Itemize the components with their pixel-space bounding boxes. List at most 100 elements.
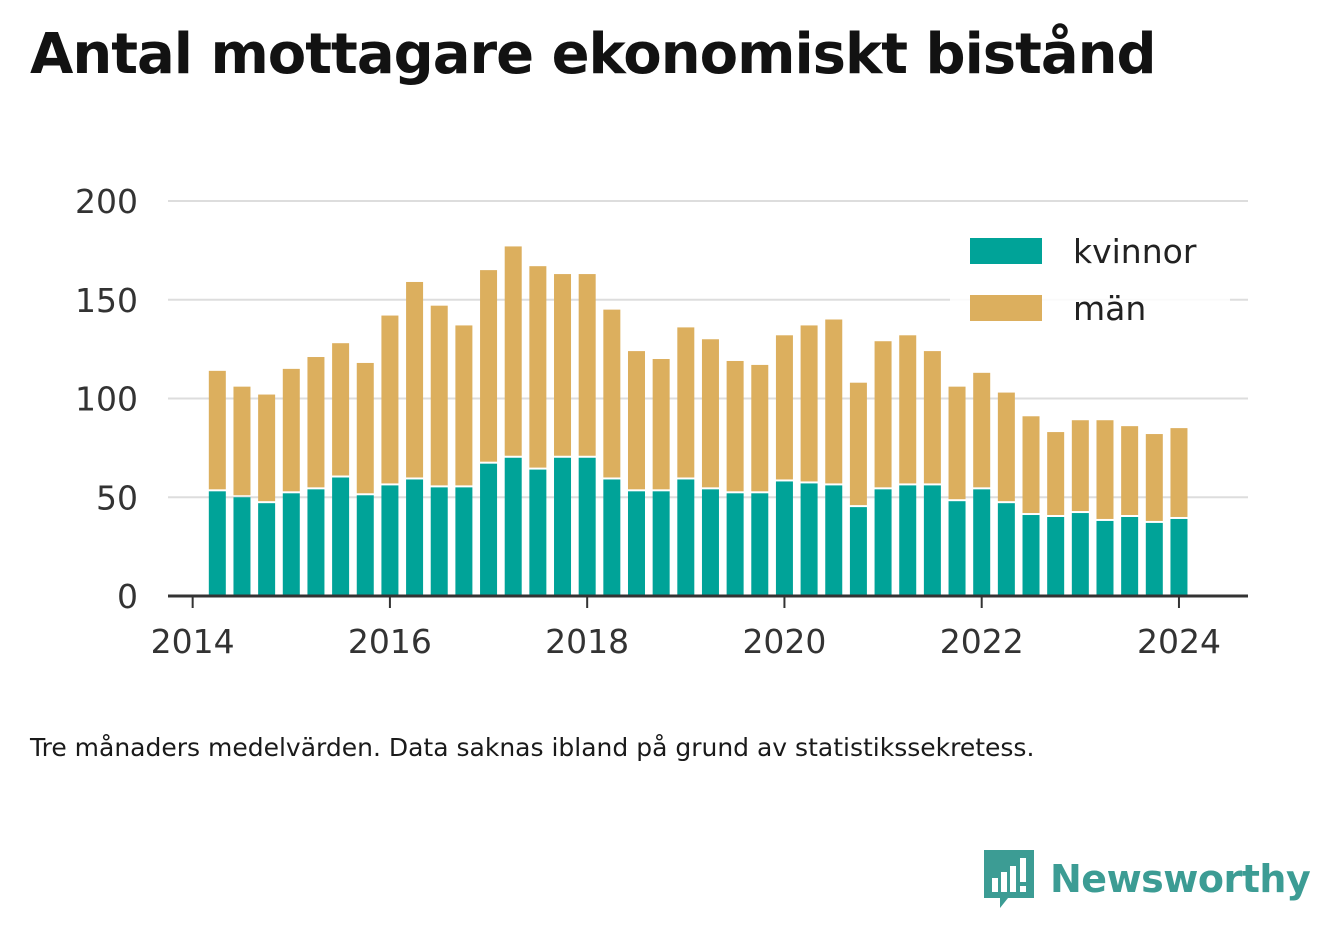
bar-kvinnor bbox=[332, 477, 350, 596]
bar-kvinnor bbox=[997, 503, 1015, 596]
bar-man bbox=[652, 359, 670, 490]
bar-man bbox=[948, 386, 966, 500]
y-tick-label: 50 bbox=[96, 478, 138, 517]
bar-man bbox=[356, 362, 374, 494]
bar-kvinnor bbox=[1022, 515, 1040, 596]
x-tick-label: 2022 bbox=[940, 622, 1024, 661]
bar-man bbox=[603, 309, 621, 478]
bar-man bbox=[1121, 426, 1139, 515]
bar-man bbox=[923, 351, 941, 484]
bar-man bbox=[1071, 420, 1089, 512]
bar-kvinnor bbox=[701, 489, 719, 596]
bar-man bbox=[332, 343, 350, 476]
chart-title: Antal mottagare ekonomiskt bistånd bbox=[30, 22, 1157, 87]
bar-man bbox=[800, 325, 818, 482]
x-tick-label: 2014 bbox=[151, 622, 235, 661]
bar-kvinnor bbox=[652, 491, 670, 596]
bar-man bbox=[997, 392, 1015, 502]
bar-man bbox=[282, 368, 300, 492]
bar-man bbox=[627, 351, 645, 490]
bar-kvinnor bbox=[726, 493, 744, 596]
bar-kvinnor bbox=[406, 479, 424, 596]
brand-name: Newsworthy bbox=[1050, 857, 1311, 901]
bar-kvinnor bbox=[554, 457, 572, 596]
bar-kvinnor bbox=[1096, 520, 1114, 596]
legend-label-man: män bbox=[1073, 289, 1146, 328]
bar-man bbox=[504, 246, 522, 456]
bar-kvinnor bbox=[1170, 518, 1188, 596]
bar-kvinnor bbox=[825, 485, 843, 596]
bar-man bbox=[751, 364, 769, 492]
bar-kvinnor bbox=[751, 493, 769, 596]
bar-kvinnor bbox=[356, 495, 374, 596]
x-tick-label: 2018 bbox=[545, 622, 629, 661]
bar-kvinnor bbox=[282, 493, 300, 596]
bar-man bbox=[849, 382, 867, 506]
bar-man bbox=[480, 270, 498, 462]
bar-kvinnor bbox=[973, 489, 991, 596]
bar-man bbox=[701, 339, 719, 488]
x-tick-label: 2016 bbox=[348, 622, 432, 661]
bar-man bbox=[1170, 428, 1188, 517]
bar-man bbox=[677, 327, 695, 478]
bar-man bbox=[455, 325, 473, 486]
bar-man bbox=[1145, 434, 1163, 521]
bar-kvinnor bbox=[430, 487, 448, 596]
bars bbox=[208, 246, 1188, 596]
bar-man bbox=[233, 386, 251, 496]
bar-man bbox=[874, 341, 892, 488]
bar-man bbox=[1096, 420, 1114, 519]
bar-man bbox=[899, 335, 917, 484]
legend-label-kvinnor: kvinnor bbox=[1073, 232, 1197, 271]
bar-man bbox=[208, 370, 226, 490]
bar-kvinnor bbox=[948, 501, 966, 596]
bar-kvinnor bbox=[627, 491, 645, 596]
bar-kvinnor bbox=[578, 457, 596, 596]
bar-chart: 0 50 100 150 200 2014 2016 2018 2020 2022 2024 kvi… bbox=[75, 182, 1248, 661]
bar-man bbox=[1022, 416, 1040, 514]
bar-kvinnor bbox=[849, 507, 867, 596]
bar-kvinnor bbox=[480, 463, 498, 596]
bar-kvinnor bbox=[1071, 513, 1089, 596]
bar-kvinnor bbox=[603, 479, 621, 596]
legend-swatch-kvinnor bbox=[970, 238, 1042, 264]
axes: 0 50 100 150 200 2014 2016 2018 2020 2022 2024 bbox=[75, 182, 1248, 661]
bar-kvinnor bbox=[504, 457, 522, 596]
bar-kvinnor bbox=[307, 489, 325, 596]
y-tick-label: 100 bbox=[75, 380, 138, 419]
bar-man bbox=[578, 274, 596, 456]
bar-kvinnor bbox=[381, 485, 399, 596]
bar-man bbox=[406, 281, 424, 478]
newsworthy-logo-icon bbox=[984, 850, 1034, 908]
bar-kvinnor bbox=[775, 481, 793, 596]
bar-kvinnor bbox=[874, 489, 892, 596]
bar-man bbox=[726, 360, 744, 492]
bar-kvinnor bbox=[1145, 522, 1163, 596]
bar-man bbox=[430, 305, 448, 486]
legend: kvinnor män bbox=[950, 222, 1230, 330]
bar-kvinnor bbox=[1047, 517, 1065, 596]
bar-man bbox=[258, 394, 276, 502]
bar-man bbox=[381, 315, 399, 484]
bar-man bbox=[307, 357, 325, 488]
y-tick-label: 150 bbox=[75, 281, 138, 320]
bar-kvinnor bbox=[258, 503, 276, 596]
x-tick-label: 2024 bbox=[1137, 622, 1221, 661]
y-tick-label: 0 bbox=[117, 577, 138, 616]
bar-kvinnor bbox=[529, 469, 547, 596]
bar-kvinnor bbox=[233, 497, 251, 596]
y-tick-label: 200 bbox=[75, 182, 138, 221]
bar-kvinnor bbox=[800, 483, 818, 596]
bar-kvinnor bbox=[208, 491, 226, 596]
bar-kvinnor bbox=[923, 485, 941, 596]
bar-kvinnor bbox=[455, 487, 473, 596]
legend-swatch-man bbox=[970, 295, 1042, 321]
bar-man bbox=[529, 266, 547, 468]
bar-man bbox=[775, 335, 793, 480]
bar-kvinnor bbox=[1121, 517, 1139, 596]
bar-man bbox=[825, 319, 843, 484]
bar-man bbox=[554, 274, 572, 456]
bar-man bbox=[1047, 432, 1065, 515]
brand-logo: Newsworthy bbox=[980, 848, 1311, 910]
footnote: Tre månaders medelvärden. Data saknas ib… bbox=[30, 733, 1035, 762]
